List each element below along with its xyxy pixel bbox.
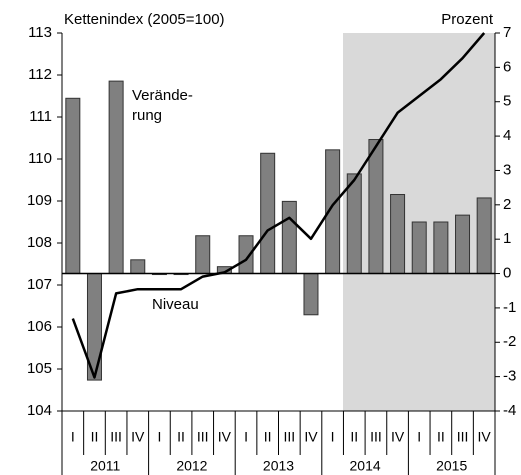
x-tick-label: IV: [218, 429, 232, 445]
y2-tick-label: -3: [503, 368, 516, 385]
line: [71, 32, 486, 379]
y2-tick-label: -2: [503, 333, 516, 350]
bar: [108, 80, 124, 275]
x-tick-label: I: [331, 429, 335, 445]
year-label: 2015: [436, 458, 467, 474]
y-tick-label: 113: [28, 24, 52, 41]
y-tick-label: 108: [27, 234, 52, 251]
y2-tick-label: 4: [503, 127, 511, 144]
bar: [476, 197, 492, 275]
y2-tick-label: 6: [503, 58, 511, 75]
right-axis-title: Prozent: [441, 11, 494, 28]
bar: [281, 200, 297, 275]
x-tick-label: I: [71, 429, 75, 445]
y-tick-label: 104: [27, 402, 52, 419]
bar: [346, 173, 362, 275]
bar: [130, 259, 146, 275]
y2-tick-label: -1: [503, 299, 516, 316]
x-tick-label: II: [350, 429, 358, 445]
x-tick-label: III: [457, 429, 469, 445]
x-tick-label: IV: [304, 429, 318, 445]
x-tick-label: III: [283, 429, 295, 445]
bar: [65, 97, 81, 275]
left-axis-title: Kettenindex (2005=100): [64, 11, 225, 28]
y2-tick-label: 5: [503, 93, 511, 110]
year-label: 2011: [90, 458, 120, 474]
y2-tick-label: 7: [503, 24, 511, 41]
y2-tick-label: 0: [503, 265, 511, 282]
bar: [303, 273, 319, 316]
y-tick-label: 107: [27, 276, 52, 293]
y-tick-label: 111: [29, 108, 52, 125]
x-tick-label: IV: [478, 429, 492, 445]
bar: [433, 221, 449, 275]
y-tick-label: 109: [27, 192, 52, 209]
x-tick-label: III: [370, 429, 382, 445]
year-label: 2013: [263, 458, 294, 474]
bar: [368, 139, 384, 275]
x-tick-label: I: [417, 429, 421, 445]
x-tick-label: IV: [131, 429, 145, 445]
bar: [195, 235, 211, 275]
bar-annotation: Verände-: [132, 87, 193, 104]
year-label: 2012: [176, 458, 207, 474]
bar: [411, 221, 427, 275]
year-label: 2014: [350, 458, 381, 474]
y-tick-label: 112: [28, 66, 52, 83]
x-tick-label: IV: [391, 429, 405, 445]
x-tick-label: II: [264, 429, 272, 445]
bar: [390, 194, 406, 275]
x-tick-label: II: [91, 429, 99, 445]
line-annotation: Niveau: [152, 296, 199, 313]
x-tick-label: II: [177, 429, 185, 445]
y-tick-label: 110: [28, 150, 52, 167]
y-tick-label: 106: [27, 318, 52, 335]
x-tick-label: III: [197, 429, 209, 445]
x-tick-label: III: [110, 429, 122, 445]
bar: [260, 152, 276, 275]
x-tick-label: II: [437, 429, 445, 445]
y2-tick-label: 3: [503, 161, 511, 178]
x-tick-label: I: [157, 429, 161, 445]
y2-tick-label: 2: [503, 196, 511, 213]
bar: [455, 214, 471, 275]
bar-annotation: rung: [132, 107, 162, 124]
x-tick-label: I: [244, 429, 248, 445]
y2-tick-label: 1: [503, 230, 511, 247]
y-tick-label: 105: [27, 360, 52, 377]
y2-tick-label: -4: [503, 402, 516, 419]
